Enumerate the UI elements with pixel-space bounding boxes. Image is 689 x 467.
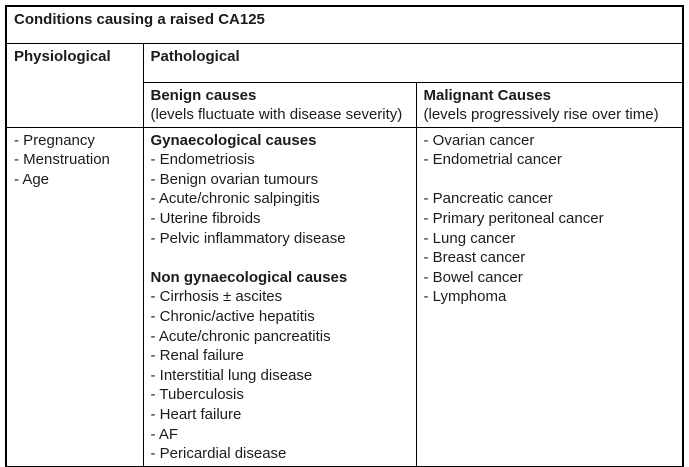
benign-causes-list: Gynaecological causes - Endometriosis - Be…	[142, 126, 417, 467]
list-item: - Pregnancy	[14, 131, 95, 149]
list-item: - Renal failure	[150, 347, 244, 365]
list-item: - Tuberculosis	[150, 386, 244, 404]
list-item: - Ovarian cancer	[423, 131, 535, 149]
column-header-pathological: Pathological	[142, 42, 684, 83]
list-item	[151, 248, 409, 268]
list-item: - Acute/chronic pancreatitis	[150, 327, 331, 345]
ca125-table: Conditions causing a raised CA125 Physio…	[5, 5, 684, 467]
list-item: - Menstruation	[14, 151, 110, 169]
list-item: - Cirrhosis ± ascites	[150, 288, 283, 306]
list-item: - Pancreatic cancer	[423, 190, 553, 208]
list-item: - Lymphoma	[423, 288, 507, 306]
list-item: - Heart failure	[150, 406, 242, 423]
table-title: Conditions causing a raised CA125	[5, 5, 684, 44]
list-item: - Pelvic inflammatory disease	[150, 229, 346, 247]
list-item: - Acute/chronic salpingitis	[150, 190, 320, 208]
list-item: Non gynaecological causes	[150, 268, 348, 286]
list-item: - Lung cancer	[423, 229, 516, 247]
list-item: - Bowel cancer	[423, 268, 523, 286]
list-item: - Benign ovarian tumours	[150, 170, 319, 188]
list-item: - Uterine fibroids	[150, 210, 261, 228]
list-item: - Endometrial cancer	[423, 151, 562, 169]
list-item: - Pericardial disease	[150, 445, 287, 463]
list-item: - Endometriosis	[150, 151, 255, 169]
list-item	[424, 170, 676, 190]
physiological-list: - Pregnancy - Menstruation - Age	[5, 126, 144, 467]
benign-subheader: (levels fluctuate with disease severity)	[150, 106, 403, 124]
malignant-header: Malignant Causes	[423, 86, 552, 104]
list-item: - Breast cancer	[423, 249, 526, 267]
column-header-malignant: Malignant Causes (levels progressively r…	[415, 81, 684, 128]
list-item: - Chronic/active hepatitis	[150, 308, 315, 326]
list-item: - Primary peritoneal cancer	[423, 210, 604, 228]
column-header-benign: Benign causes (levels fluctuate with dis…	[142, 81, 417, 128]
malignant-subheader: (levels progressively rise over time)	[423, 106, 659, 124]
malignant-causes-list: - Ovarian cancer - Endometrial cancer - P…	[415, 126, 684, 467]
list-item: - Age	[14, 170, 50, 188]
list-item: Gynaecological causes	[150, 131, 317, 149]
list-item: - AF	[150, 425, 179, 443]
column-header-physiological: Physiological	[5, 42, 144, 128]
benign-header: Benign causes	[150, 86, 257, 104]
list-item: - Interstitial lung disease	[150, 366, 313, 384]
